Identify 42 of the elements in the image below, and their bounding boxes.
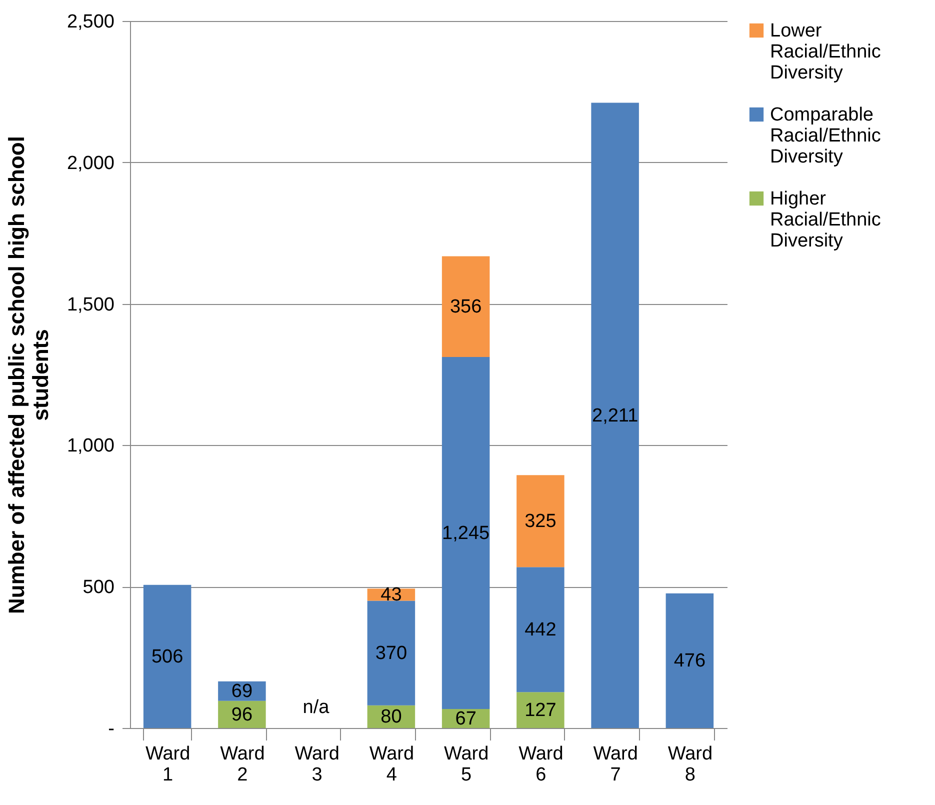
legend-label: Higher Racial/Ethnic Diversity xyxy=(770,188,881,252)
legend-label: Comparable Racial/Ethnic Diversity xyxy=(770,104,881,168)
bar xyxy=(516,692,564,728)
bar xyxy=(591,102,639,728)
data-label: 506 xyxy=(151,646,184,668)
bar xyxy=(666,593,714,728)
x-tick-label: Ward 4 xyxy=(369,744,414,786)
data-label: 370 xyxy=(375,643,408,664)
data-label: 127 xyxy=(524,700,556,722)
y-tick-label: 1,000 xyxy=(66,436,114,457)
y-tick-label: - xyxy=(108,718,114,740)
bar xyxy=(143,584,192,728)
y-tick-label: 2,000 xyxy=(66,152,114,174)
x-tick-label: Ward 6 xyxy=(518,744,564,786)
data-label: 80 xyxy=(380,706,402,728)
bar xyxy=(442,356,490,710)
legend-label: Lower Racial/Ethnic Diversity xyxy=(770,20,881,84)
bar xyxy=(516,567,564,692)
data-label: 67 xyxy=(455,708,476,730)
y-tick-label: 2,500 xyxy=(66,12,114,32)
data-label: 325 xyxy=(524,511,556,532)
x-tick-label: Ward 5 xyxy=(444,744,489,786)
x-tick-label: Ward 8 xyxy=(668,744,713,786)
data-label: 1,245 xyxy=(442,523,490,544)
bar xyxy=(442,256,490,357)
x-tick-label: Ward 7 xyxy=(593,744,638,786)
data-label: 442 xyxy=(524,620,556,641)
bar xyxy=(367,600,416,706)
y-axis-title: Number of affected public school high school students xyxy=(4,136,53,614)
annotation: n/a xyxy=(302,697,330,718)
data-label: 69 xyxy=(231,681,253,702)
y-tick-label: 500 xyxy=(82,577,114,598)
data-label: 2,211 xyxy=(592,405,638,426)
x-tick-label: Ward 1 xyxy=(145,744,190,786)
data-label: 476 xyxy=(674,650,706,672)
bar xyxy=(516,475,564,568)
data-label: 96 xyxy=(231,704,253,726)
x-tick-label: Ward 2 xyxy=(220,744,265,786)
y-tick-label: 1,500 xyxy=(66,294,114,316)
data-label: 356 xyxy=(450,296,482,318)
x-tick-label: Ward 3 xyxy=(294,744,340,786)
data-label: 43 xyxy=(380,584,402,606)
